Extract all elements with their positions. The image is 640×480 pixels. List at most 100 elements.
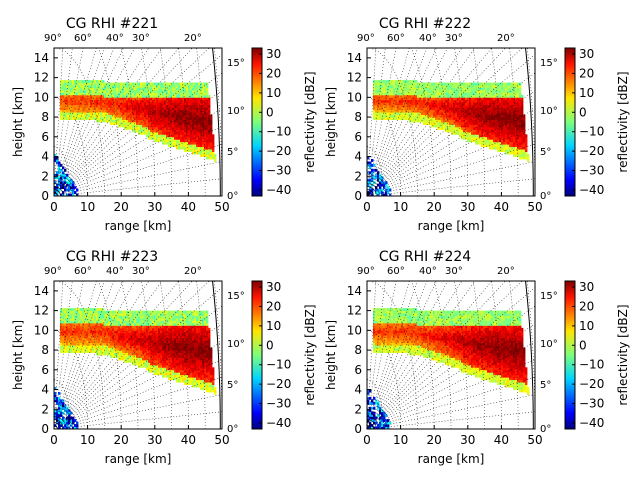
reflectivity-cell [469,124,472,128]
reflectivity-cell [190,141,193,145]
reflectivity-cell [162,362,165,366]
reflectivity-cell [60,401,63,405]
reflectivity-cell [126,89,129,93]
reflectivity-cell [162,87,165,91]
reflectivity-cell [66,193,69,196]
reflectivity-cell [525,144,528,148]
reflectivity-cell [186,89,189,93]
reflectivity-cell [377,173,380,177]
reflectivity-cell [469,139,472,143]
reflectivity-cell [204,139,207,143]
reflectivity-cell [453,85,456,88]
reflectivity-cell [136,337,139,341]
reflectivity-cell [92,109,95,113]
reflectivity-cell [146,330,149,334]
reflectivity-cell [461,97,464,101]
reflectivity-cell [146,364,149,368]
reflectivity-cell [134,330,137,334]
reflectivity-cell [154,122,157,125]
reflectivity-cell [112,97,115,101]
reflectivity-cell [126,124,129,128]
reflectivity-cell [120,355,123,358]
reflectivity-cell [144,117,147,120]
reflectivity-cell [389,89,392,93]
reflectivity-cell [68,342,71,346]
reflectivity-cell [114,112,117,115]
reflectivity-cell [90,104,93,108]
reflectivity-cell [407,102,410,106]
reflectivity-cell [457,97,460,101]
reflectivity-cell [156,322,159,326]
reflectivity-cell [116,92,119,96]
reflectivity-cell [128,107,131,111]
reflectivity-cell [427,85,430,88]
reflectivity-cell [60,82,63,86]
reflectivity-cell [144,332,147,336]
reflectivity-cell [511,104,514,108]
reflectivity-cell [60,163,63,167]
reflectivity-cell [499,102,502,106]
reflectivity-cell [70,332,73,336]
reflectivity-cell [459,89,462,93]
reflectivity-cell [132,327,135,331]
reflectivity-cell [477,117,480,120]
reflectivity-cell [202,92,205,96]
reflectivity-cell [519,114,522,118]
reflectivity-cell [94,345,97,348]
reflectivity-cell [98,352,101,356]
reflectivity-cell [375,107,378,111]
reflectivity-cell [142,82,145,86]
reflectivity-cell [94,337,97,341]
reflectivity-cell [66,315,69,319]
reflectivity-cell [188,131,191,135]
reflectivity-cell [66,350,69,353]
reflectivity-cell [104,114,107,118]
reflectivity-cell [457,104,460,108]
reflectivity-cell [457,112,460,115]
reflectivity-cell [441,126,444,130]
reflectivity-cell [513,99,516,103]
reflectivity-cell [134,102,137,106]
reflectivity-cell [70,186,73,189]
reflectivity-cell [168,318,171,321]
reflectivity-cell [148,355,151,358]
reflectivity-cell [72,308,75,311]
reflectivity-cell [395,102,398,106]
reflectivity-cell [86,345,89,348]
reflectivity-cell [136,82,139,86]
reflectivity-cell [88,92,91,96]
reflectivity-cell [152,107,155,111]
reflectivity-cell [96,85,99,88]
reflectivity-cell [96,337,99,341]
reflectivity-cell [405,107,408,111]
reflectivity-cell [188,141,191,145]
reflectivity-cell [104,104,107,108]
reflectivity-cell [134,327,137,331]
reflectivity-cell [64,406,67,410]
reflectivity-cell [62,89,65,93]
reflectivity-cell [425,94,428,98]
reflectivity-cell [511,117,514,120]
reflectivity-cell [140,318,143,321]
reflectivity-cell [198,104,201,108]
reflectivity-cell [178,87,181,91]
reflectivity-cell [525,146,528,150]
reflectivity-cell [134,359,137,363]
reflectivity-cell [158,114,161,118]
reflectivity-cell [439,114,442,118]
reflectivity-cell [208,97,211,101]
reflectivity-cell [194,97,197,101]
reflectivity-cell [419,87,422,91]
reflectivity-cell [525,136,528,140]
reflectivity-cell [505,97,508,101]
reflectivity-cell [367,161,370,165]
reflectivity-cell [176,362,179,366]
reflectivity-cell [471,107,474,111]
reflectivity-cell [499,94,502,98]
reflectivity-cell [186,122,189,125]
reflectivity-cell [94,330,97,334]
reflectivity-cell [146,362,149,366]
reflectivity-cell [182,126,185,130]
reflectivity-cell [196,139,199,143]
reflectivity-cell [515,126,518,130]
